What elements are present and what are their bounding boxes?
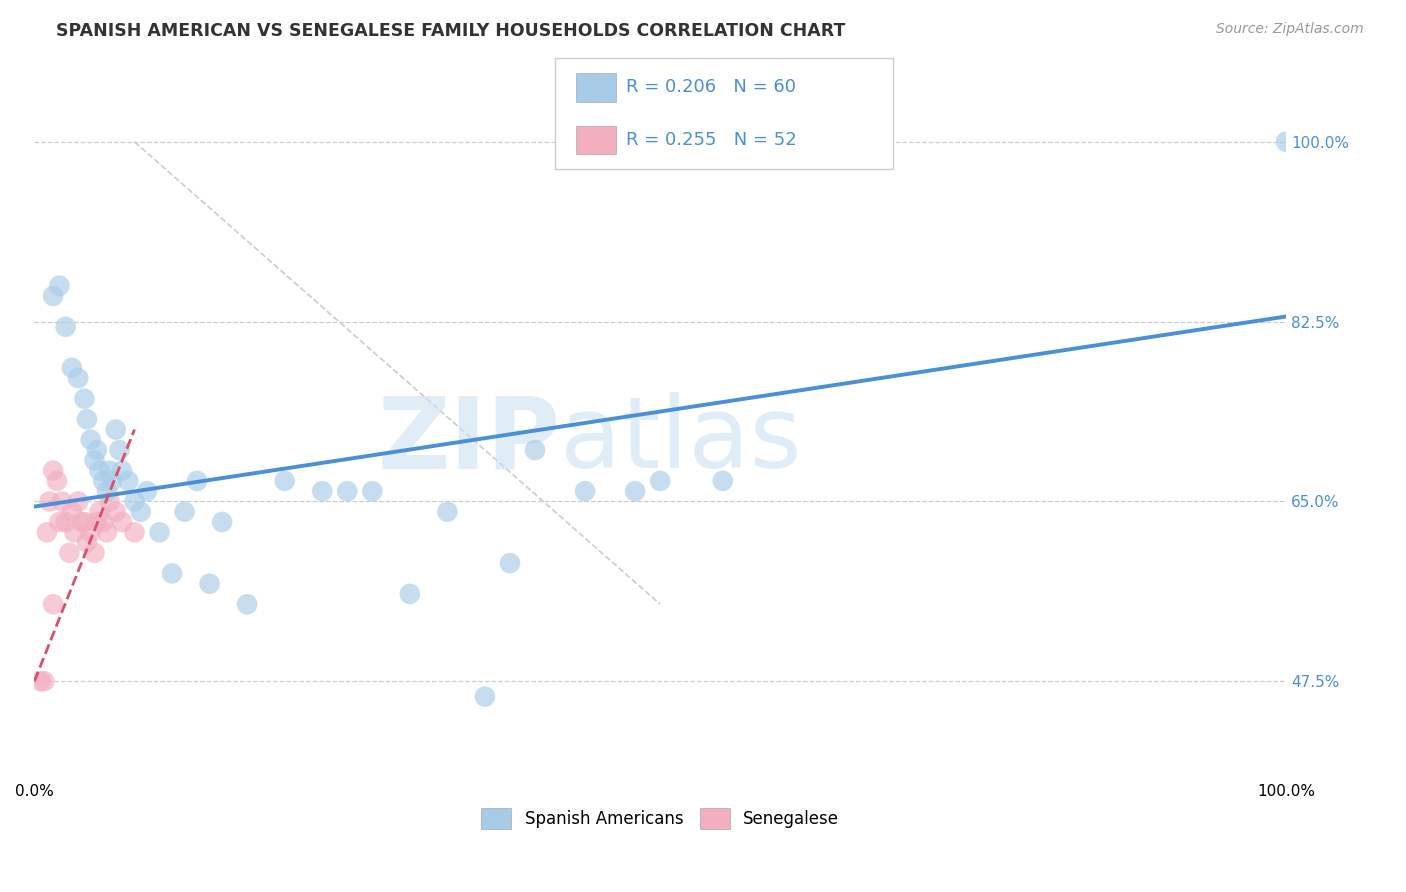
Text: ZIP: ZIP [377,392,560,490]
Point [198,576,221,591]
Point [60,505,83,519]
Point [55,319,77,334]
Legend: Spanish Americans, Senegalese: Spanish Americans, Senegalese [474,802,846,835]
Point [474,690,496,704]
Text: SPANISH AMERICAN VS SENEGALESE FAMILY HOUSEHOLDS CORRELATION CHART: SPANISH AMERICAN VS SENEGALESE FAMILY HO… [56,22,845,40]
Point [104,423,127,437]
Point [86,443,108,458]
Point [336,484,359,499]
Point [48,515,70,529]
Text: Source: ZipAtlas.com: Source: ZipAtlas.com [1216,22,1364,37]
Point [624,484,647,499]
Point [108,443,131,458]
Point [91,515,114,529]
Point [499,556,522,570]
Point [58,546,80,560]
Text: R = 0.206   N = 60: R = 0.206 N = 60 [626,78,796,96]
Point [80,433,103,447]
Point [186,474,208,488]
Point [236,597,259,611]
Point [101,474,124,488]
Point [86,515,108,529]
Point [38,494,60,508]
Point [89,464,111,478]
Point [98,464,121,478]
Point [73,515,96,529]
Point [211,515,233,529]
Point [1275,135,1298,149]
Point [117,474,139,488]
Point [42,289,65,303]
Point [111,464,134,478]
Point [436,505,458,519]
Point [34,674,56,689]
Point [524,443,547,458]
Point [48,278,70,293]
Point [30,674,52,689]
Point [399,587,422,601]
Point [574,484,596,499]
Point [35,525,58,540]
Point [76,412,98,426]
Point [273,474,295,488]
Point [89,505,111,519]
Point [650,474,672,488]
Point [60,360,83,375]
Point [73,392,96,406]
Point [70,515,93,529]
Point [160,566,183,581]
Point [51,494,73,508]
Point [361,484,384,499]
Point [124,525,146,540]
Point [711,474,734,488]
Point [55,515,77,529]
Point [80,525,103,540]
Point [148,525,170,540]
Point [124,494,146,508]
Point [91,474,114,488]
Point [42,464,65,478]
Point [83,453,105,467]
Point [67,494,90,508]
Point [45,474,67,488]
Point [136,484,159,499]
Point [111,515,134,529]
Text: R = 0.255   N = 52: R = 0.255 N = 52 [626,131,796,149]
Point [98,494,121,508]
Point [67,371,90,385]
Point [173,505,195,519]
Point [311,484,333,499]
Point [63,525,86,540]
Point [96,525,118,540]
Point [104,505,127,519]
Point [96,484,118,499]
Point [42,597,65,611]
Point [83,546,105,560]
Text: atlas: atlas [560,392,801,490]
Point [76,535,98,549]
Point [129,505,152,519]
